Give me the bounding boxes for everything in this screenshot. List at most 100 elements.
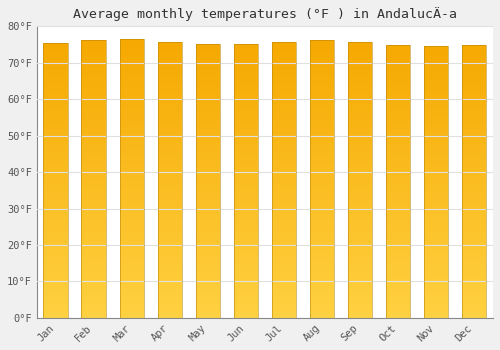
Bar (82, 109, 106, 113)
Bar (196, 64, 220, 68)
Bar (424, 111, 448, 114)
Bar (120, 297, 144, 300)
Bar (82, 147, 106, 151)
Bar (120, 161, 144, 164)
Bar (272, 249, 296, 252)
Bar (462, 257, 486, 260)
Bar (386, 124, 410, 127)
Bar (120, 238, 144, 241)
Bar (272, 173, 296, 176)
Bar (120, 175, 144, 178)
Bar (310, 214, 334, 217)
Bar (462, 55, 486, 59)
Bar (158, 118, 182, 121)
Bar (44, 63, 68, 67)
Bar (120, 112, 144, 116)
Bar (196, 126, 220, 130)
Bar (310, 314, 334, 318)
Bar (272, 66, 296, 70)
Bar (272, 280, 296, 284)
Bar (386, 52, 410, 55)
Bar (234, 294, 258, 298)
Bar (348, 197, 372, 201)
Bar (120, 290, 144, 293)
Bar (310, 47, 334, 51)
Bar (158, 80, 182, 84)
Bar (462, 195, 486, 198)
Bar (462, 120, 486, 124)
Bar (158, 301, 182, 304)
Bar (348, 111, 372, 114)
Bar (386, 76, 410, 79)
Bar (348, 100, 372, 104)
Bar (272, 56, 296, 59)
Bar (424, 233, 448, 236)
Bar (120, 231, 144, 234)
Bar (196, 61, 220, 64)
Bar (462, 308, 486, 311)
Bar (424, 199, 448, 202)
Bar (196, 54, 220, 57)
Bar (310, 134, 334, 138)
Bar (272, 111, 296, 114)
Bar (44, 132, 68, 135)
Bar (462, 270, 486, 274)
Bar (462, 117, 486, 120)
Bar (310, 44, 334, 47)
Bar (234, 72, 258, 75)
Bar (120, 224, 144, 227)
Bar (310, 304, 334, 307)
Bar (310, 190, 334, 193)
Bar (234, 298, 258, 301)
Bar (44, 194, 68, 197)
Bar (462, 284, 486, 287)
Bar (424, 141, 448, 145)
Bar (272, 73, 296, 76)
Bar (196, 116, 220, 119)
Bar (82, 301, 106, 304)
Bar (158, 115, 182, 118)
Bar (348, 252, 372, 256)
Bar (272, 252, 296, 256)
Bar (424, 50, 448, 53)
Bar (196, 147, 220, 150)
Bar (272, 239, 296, 242)
Bar (424, 314, 448, 318)
Bar (424, 145, 448, 148)
Bar (82, 231, 106, 234)
Bar (44, 50, 68, 53)
Bar (386, 127, 410, 131)
Bar (196, 225, 220, 229)
Bar (310, 283, 334, 287)
Bar (386, 185, 410, 188)
Bar (82, 57, 106, 61)
Bar (44, 156, 68, 160)
Bar (462, 188, 486, 192)
Bar (120, 88, 144, 91)
Bar (310, 41, 334, 318)
Bar (120, 273, 144, 276)
Bar (196, 311, 220, 314)
Bar (82, 54, 106, 57)
Bar (196, 191, 220, 195)
Bar (196, 68, 220, 71)
Bar (310, 61, 334, 65)
Bar (158, 91, 182, 94)
Bar (44, 101, 68, 105)
Bar (82, 182, 106, 186)
Bar (424, 124, 448, 128)
Bar (120, 63, 144, 66)
Bar (348, 46, 372, 49)
Bar (158, 228, 182, 232)
Bar (272, 208, 296, 211)
Bar (158, 49, 182, 52)
Bar (462, 219, 486, 223)
Bar (310, 186, 334, 190)
Bar (386, 45, 410, 49)
Bar (120, 38, 144, 318)
Bar (462, 154, 486, 158)
Bar (386, 164, 410, 168)
Bar (424, 277, 448, 280)
Bar (196, 119, 220, 122)
Bar (348, 76, 372, 80)
